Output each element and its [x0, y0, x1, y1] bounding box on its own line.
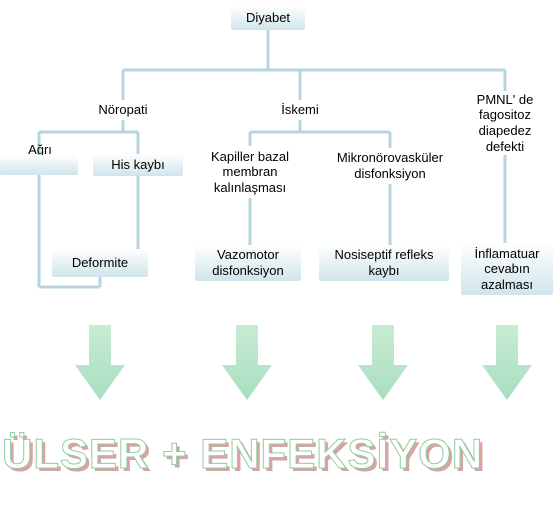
down-arrow-3: [358, 325, 408, 400]
node-iskemi: İskemi: [260, 100, 340, 120]
node-nosiseptif: Nosiseptif refleks kaybı: [319, 245, 449, 281]
node-root: Diyabet: [231, 6, 305, 30]
node-his: His kaybı: [93, 154, 183, 176]
node-kapiller: Kapiller bazal membran kalınlaşması: [196, 146, 304, 198]
node-inflamatuar: İnflamatuar cevabın azalması: [461, 243, 553, 295]
node-vazomotor: Vazomotor disfonksiyon: [195, 245, 301, 281]
node-mikro: Mikronörovasküler disfonksiyon: [321, 148, 459, 184]
outcome-text: ÜLSER + ENFEKSİYON: [2, 430, 483, 478]
node-pmnl: PMNL' de fagositoz diapedez defekti: [457, 91, 553, 155]
node-agri-box: [0, 155, 78, 175]
down-arrow-4: [482, 325, 532, 400]
down-arrow-1: [75, 325, 125, 400]
node-neuropati: Nöropati: [83, 100, 163, 120]
node-deformite: Deformite: [52, 249, 148, 277]
down-arrow-2: [222, 325, 272, 400]
